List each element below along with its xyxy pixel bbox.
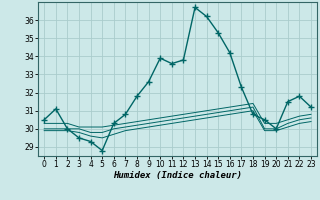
X-axis label: Humidex (Indice chaleur): Humidex (Indice chaleur) xyxy=(113,171,242,180)
